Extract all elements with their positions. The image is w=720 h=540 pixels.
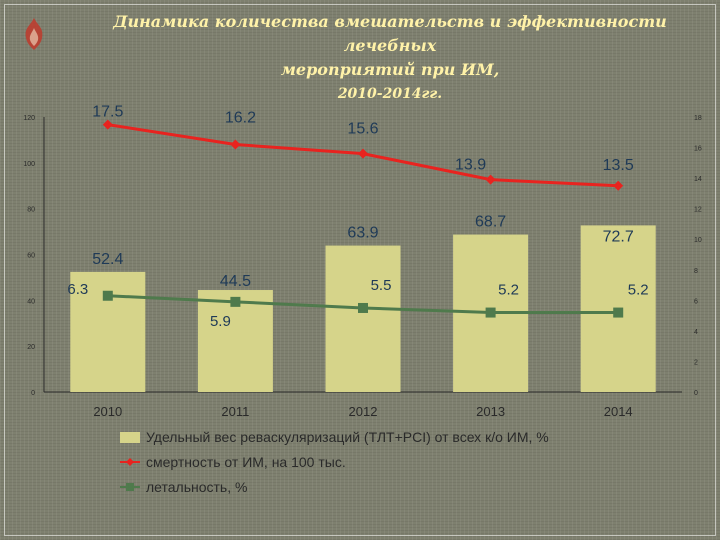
bar-data-label: 44.5: [220, 273, 251, 290]
lethality-data-label: 5.5: [371, 277, 392, 294]
chart-title: Динамика количества вмешательств и эффек…: [70, 10, 710, 106]
mortality-data-label: 15.6: [347, 121, 378, 138]
y-right-tick-label: 18: [694, 115, 702, 122]
y-right-tick-label: 12: [694, 207, 702, 214]
bar: [325, 245, 401, 392]
mortality-point: [358, 148, 368, 159]
legend-label-mortality: смертность от ИМ, на 100 тыс.: [146, 454, 346, 470]
bar-data-label: 63.9: [347, 225, 378, 242]
lethality-data-label: 5.2: [498, 282, 519, 299]
legend-marker-mortality: [126, 458, 134, 466]
y-right-tick-label: 6: [694, 298, 698, 305]
y-right-tick-label: 0: [694, 390, 698, 397]
title-line-1: Динамика количества вмешательств и эффек…: [113, 12, 667, 55]
lethality-data-label: 6.3: [67, 281, 88, 298]
y-left-tick-label: 40: [27, 298, 35, 305]
mortality-data-label: 13.5: [603, 157, 634, 174]
flame-emblem-icon: [25, 18, 43, 50]
legend-swatch-bars: [120, 432, 140, 443]
title-line-2: мероприятий при ИМ,: [280, 60, 500, 79]
y-left-tick-label: 20: [27, 344, 35, 351]
mortality-data-label: 17.5: [92, 104, 123, 121]
bar-data-label: 72.7: [603, 228, 634, 245]
y-left-tick-label: 60: [27, 253, 35, 260]
mortality-point: [485, 174, 496, 185]
bar-data-label: 52.4: [92, 251, 123, 268]
x-tick-label: 2012: [349, 404, 378, 419]
lethality-point: [358, 302, 368, 313]
y-left-tick-label: 80: [27, 207, 35, 214]
y-left-tick-label: 100: [23, 161, 35, 168]
mortality-data-label: 16.2: [225, 110, 256, 127]
y-right-tick-label: 8: [694, 268, 698, 275]
lethality-data-label: 5.2: [628, 282, 649, 299]
mortality-point: [230, 139, 241, 150]
slide-frame: [4, 4, 716, 536]
lethality-data-label: 5.9: [210, 313, 231, 330]
x-tick-label: 2010: [93, 404, 122, 419]
y-right-tick-label: 4: [694, 329, 698, 336]
mortality-point: [613, 180, 624, 191]
lethality-point: [230, 296, 241, 307]
mortality-data-label: 13.9: [455, 157, 486, 174]
y-right-tick-label: 10: [694, 237, 702, 244]
lethality-point: [613, 307, 624, 318]
legend-marker-lethality: [126, 483, 134, 491]
legend-label-bars: Удельный вес реваскуляризаций (ТЛТ+PCI) …: [146, 429, 549, 445]
mortality-point: [102, 119, 113, 130]
x-tick-label: 2013: [476, 404, 505, 419]
title-line-3: 2010-2014гг.: [337, 86, 443, 102]
lethality-point: [485, 307, 496, 318]
bar-data-label: 68.7: [475, 214, 506, 231]
y-right-tick-label: 16: [694, 146, 702, 153]
y-left-tick-label: 120: [23, 115, 35, 122]
x-tick-label: 2011: [221, 404, 249, 419]
bar: [197, 290, 273, 392]
y-right-tick-label: 14: [694, 176, 702, 183]
y-right-tick-label: 2: [694, 359, 698, 366]
legend-label-lethality: летальность, %: [146, 479, 247, 495]
lethality-point: [102, 290, 113, 301]
y-left-tick-label: 0: [31, 390, 35, 397]
x-tick-label: 2014: [604, 404, 633, 419]
